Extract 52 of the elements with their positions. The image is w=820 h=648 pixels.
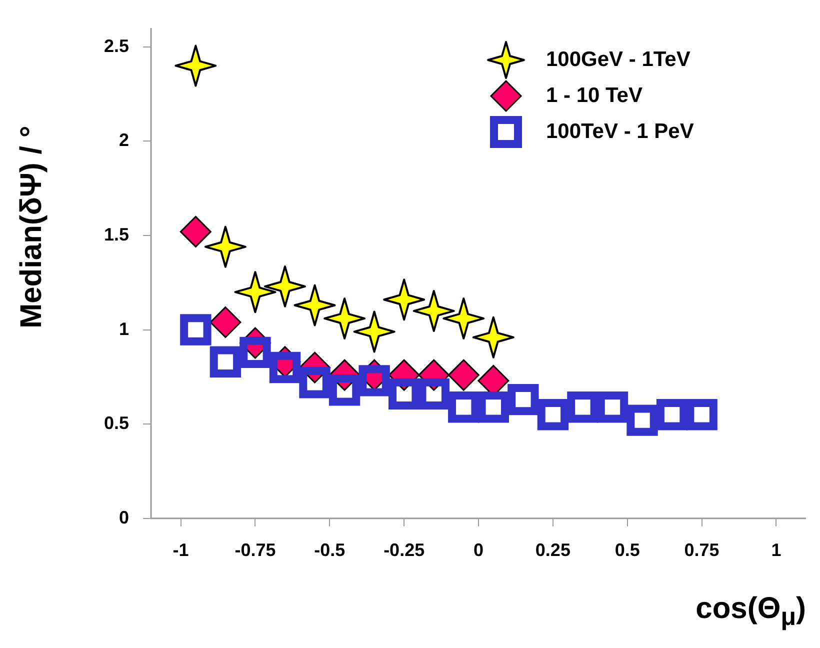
point <box>412 290 455 332</box>
x-tick-label: -0.75 <box>234 540 276 560</box>
point <box>448 359 480 391</box>
point <box>264 265 306 308</box>
point <box>240 336 271 368</box>
point <box>418 378 450 410</box>
y-tick-label: 2 <box>119 130 130 150</box>
point <box>174 44 217 87</box>
x-tick-label: 0.75 <box>684 540 720 560</box>
point <box>508 384 539 416</box>
legend-label: 1 - 10 TeV <box>546 84 642 108</box>
point <box>180 314 212 346</box>
point <box>537 399 569 430</box>
point <box>472 316 514 358</box>
point <box>204 226 246 268</box>
point <box>234 271 276 314</box>
x-axis-title: cos(Θ$_{μ}$) <box>696 592 806 632</box>
point <box>210 346 242 378</box>
point <box>383 278 426 321</box>
point <box>328 374 360 406</box>
x-tick-label: -1 <box>172 540 189 560</box>
y-tick-label: 1 <box>119 318 130 339</box>
legend-label: 100TeV - 1 PeV <box>546 120 694 144</box>
point <box>358 365 390 396</box>
point <box>442 297 485 340</box>
legend-label: 100GeV - 1TeV <box>546 48 690 72</box>
point <box>180 216 212 248</box>
point <box>686 399 718 430</box>
x-tick-label: -0.5 <box>314 540 346 560</box>
point <box>210 306 242 338</box>
point <box>294 284 336 326</box>
x-tick-label: -0.25 <box>384 540 425 560</box>
point <box>448 392 480 423</box>
point <box>388 378 420 410</box>
y-tick-label: 2.5 <box>104 36 130 56</box>
point <box>299 366 330 398</box>
y-tick-label: 0.5 <box>104 413 130 434</box>
y-axis-title: Median(δΨ) / ° <box>15 124 49 330</box>
point <box>626 404 658 436</box>
point <box>567 392 598 423</box>
point <box>353 310 396 353</box>
point <box>478 392 509 423</box>
x-tick-label: 0.25 <box>535 540 570 560</box>
point <box>324 297 366 340</box>
y-tick-label: 1.5 <box>104 224 130 244</box>
point <box>269 352 301 384</box>
x-tick-label: 0 <box>474 540 484 560</box>
point <box>596 392 628 423</box>
y-tick-label: 0 <box>119 507 130 528</box>
x-tick-label: 1 <box>771 540 782 560</box>
point <box>656 399 688 430</box>
x-tick-label: 0.5 <box>614 540 640 560</box>
